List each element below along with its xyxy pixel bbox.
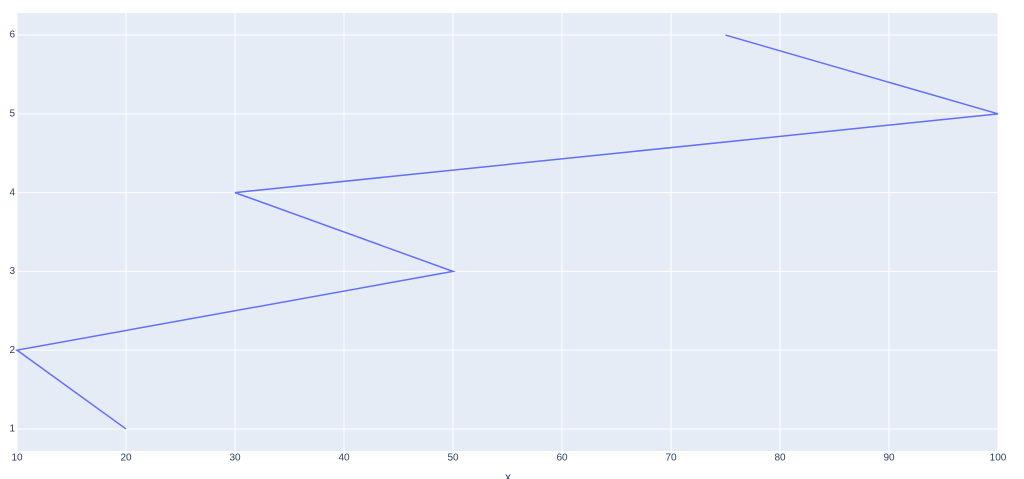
x-tick-label: 100 bbox=[990, 453, 1007, 464]
data-line bbox=[15, 34, 999, 430]
x-tick-label: 90 bbox=[883, 453, 895, 464]
x-tick-label: 10 bbox=[11, 453, 23, 464]
x-tick-label: 80 bbox=[774, 453, 786, 464]
y-tick-label: 5 bbox=[9, 108, 15, 119]
x-tick-label: 30 bbox=[229, 453, 241, 464]
x-tick-label: 50 bbox=[447, 453, 459, 464]
x-tick-label: 70 bbox=[665, 453, 677, 464]
y-tick-label: 6 bbox=[9, 30, 15, 41]
plot-area bbox=[17, 13, 998, 451]
x-tick-label: 60 bbox=[556, 453, 568, 464]
y-tick-label: 3 bbox=[9, 266, 15, 277]
y-tick-label: 2 bbox=[9, 345, 15, 356]
x-tick-label: 20 bbox=[120, 453, 132, 464]
x-tick-label: 40 bbox=[338, 453, 350, 464]
y-tick-label: 4 bbox=[9, 187, 15, 198]
y-tick-label: 1 bbox=[9, 424, 15, 435]
x-axis-title: x bbox=[505, 470, 511, 479]
